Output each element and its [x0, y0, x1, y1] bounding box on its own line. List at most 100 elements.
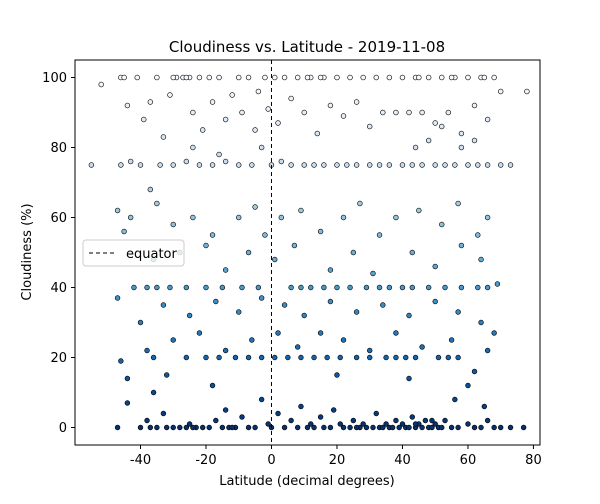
scatter-point	[327, 424, 334, 431]
scatter-point	[465, 421, 471, 427]
plot-frame	[74, 59, 541, 446]
scatter-point	[478, 319, 484, 326]
scatter-point	[383, 354, 389, 361]
scatter-point	[498, 424, 504, 431]
scatter-point	[141, 116, 147, 123]
scatter-point	[170, 221, 176, 228]
scatter-point	[393, 417, 399, 424]
scatter-point	[367, 354, 373, 361]
scatter-point	[245, 74, 252, 81]
scatter-point	[298, 354, 304, 361]
scatter-point	[435, 354, 442, 361]
scatter-point	[311, 424, 317, 431]
scatter-point	[409, 162, 415, 168]
scatter-point	[347, 74, 353, 81]
scatter-point	[448, 74, 455, 81]
scatter-point	[350, 249, 357, 256]
scatter-point	[265, 421, 271, 427]
scatter-point	[209, 99, 216, 105]
scatter-point	[484, 284, 491, 291]
y-tick-label: 40	[50, 281, 67, 296]
scatter-point	[458, 242, 465, 249]
scatter-point	[203, 284, 209, 291]
scatter-point	[285, 354, 291, 361]
scatter-point	[144, 284, 150, 291]
scatter-point	[458, 284, 465, 291]
scatter-point	[406, 312, 412, 319]
scatter-point	[455, 424, 461, 431]
scatter-point	[124, 400, 131, 406]
scatter-point	[196, 162, 203, 168]
x-tick-label: -20	[195, 453, 216, 468]
scatter-point	[367, 347, 373, 354]
scatter-point	[367, 162, 373, 168]
scatter-point	[448, 337, 455, 343]
scatter-point	[337, 354, 343, 361]
scatter-point	[127, 214, 134, 221]
scatter-point	[157, 162, 163, 168]
scatter-point	[340, 424, 347, 431]
scatter-point	[353, 99, 360, 105]
scatter-point	[196, 74, 203, 81]
scatter-point	[360, 421, 366, 427]
scatter-point	[232, 354, 239, 361]
scatter-point	[190, 109, 196, 116]
scatter-point	[406, 424, 412, 431]
legend-box	[82, 239, 185, 267]
scatter-point	[376, 284, 383, 291]
scatter-point	[118, 162, 124, 168]
scatter-point	[272, 74, 278, 81]
scatter-point	[353, 354, 360, 361]
scatter-point	[291, 242, 298, 249]
scatter-point	[196, 330, 203, 336]
scatter-point	[98, 81, 104, 88]
scatter-point	[386, 74, 393, 81]
scatter-point	[255, 88, 262, 95]
scatter-point	[429, 417, 435, 424]
scatter-point	[393, 109, 399, 116]
scatter-point	[137, 319, 144, 326]
scatter-point	[160, 134, 167, 140]
scatter-point	[465, 162, 471, 168]
scatter-point	[425, 74, 432, 81]
scatter-point	[163, 424, 170, 431]
scatter-point	[425, 284, 432, 291]
scatter-point	[445, 109, 452, 116]
scatter-point	[465, 382, 471, 389]
scatter-point	[481, 403, 488, 410]
scatter-point	[209, 232, 216, 238]
scatter-point	[219, 424, 226, 431]
scatter-point	[317, 414, 324, 420]
scatter-point	[281, 74, 288, 81]
scatter-point	[147, 186, 154, 193]
scatter-point	[236, 74, 242, 81]
scatter-point	[429, 424, 435, 431]
scatter-point	[399, 284, 406, 291]
scatter-point	[186, 312, 193, 319]
scatter-point	[327, 267, 334, 273]
scatter-point	[124, 102, 131, 109]
scatter-point	[317, 228, 324, 235]
scatter-point	[209, 162, 216, 168]
scatter-point	[154, 424, 160, 431]
scatter-point	[452, 162, 458, 168]
scatter-point	[255, 284, 262, 291]
scatter-point	[147, 99, 154, 105]
scatter-point	[190, 424, 196, 431]
scatter-point	[229, 424, 235, 431]
scatter-point	[337, 421, 343, 427]
scatter-point	[278, 158, 284, 165]
y-tick-label: 60	[50, 211, 67, 226]
x-tick-label: -40	[130, 453, 151, 468]
scatter-point	[380, 424, 386, 431]
scatter-point	[170, 162, 176, 168]
scatter-point	[412, 144, 419, 151]
scatter-point	[321, 162, 327, 168]
scatter-point	[258, 295, 265, 301]
scatter-point	[275, 410, 281, 417]
scatter-point	[386, 284, 393, 291]
scatter-point	[288, 162, 294, 168]
scatter-point	[288, 95, 294, 102]
